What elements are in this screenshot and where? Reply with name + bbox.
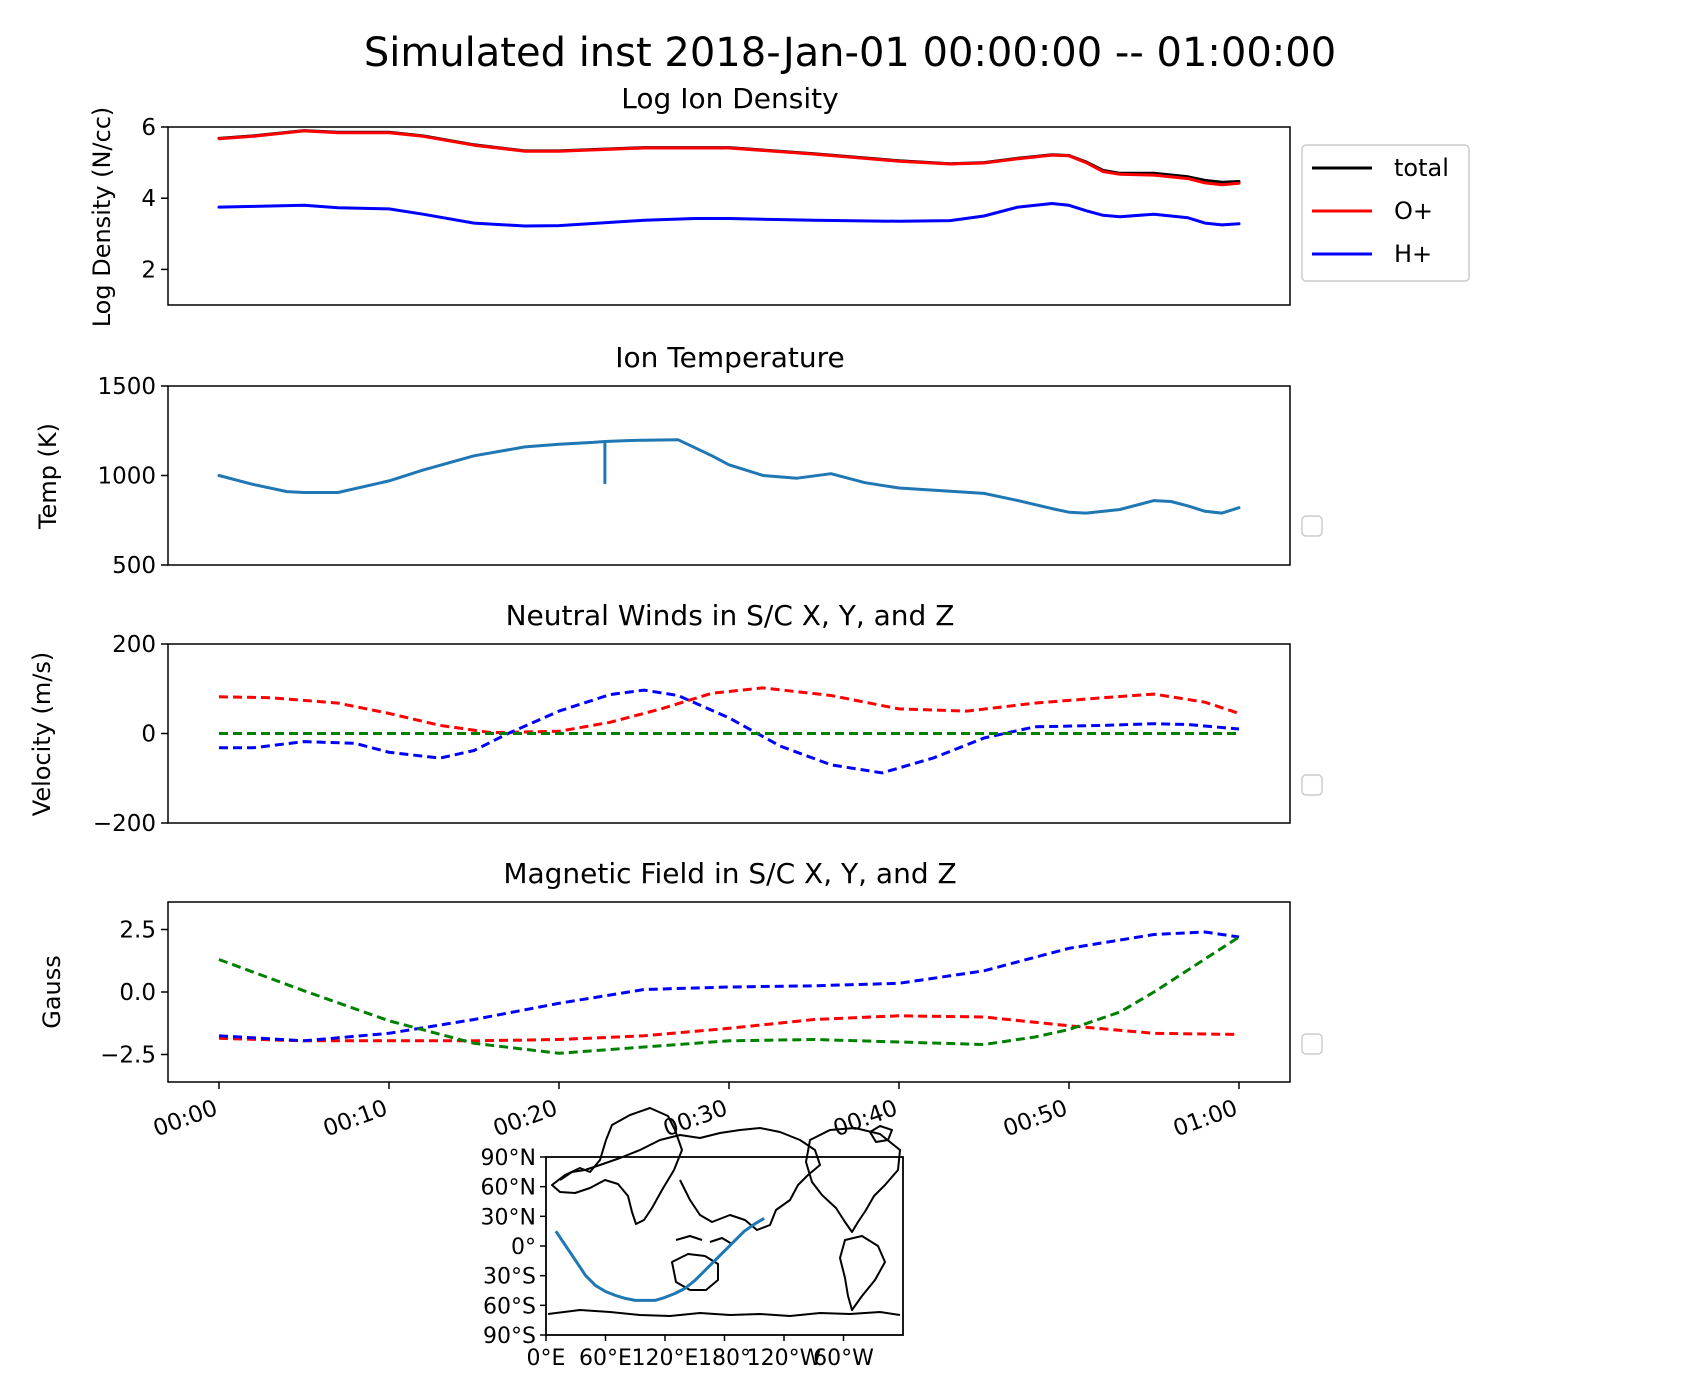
coastline-antarctica — [547, 1309, 901, 1317]
coastline-north-america — [805, 1127, 901, 1233]
winds-series-0 — [218, 686, 1240, 735]
map-lon-label: 60°E — [579, 1346, 632, 1371]
map-lon-label: 0°E — [527, 1346, 566, 1371]
density-series-1 — [217, 129, 1241, 187]
map-lat-label: 30°S — [483, 1265, 536, 1290]
map-lat-label: 90°S — [483, 1324, 536, 1349]
winds-empty-legend — [1301, 774, 1323, 796]
coastline-indonesia — [675, 1235, 733, 1245]
magnetic-series-2 — [218, 935, 1240, 1055]
time-tick-label: 00:00 — [150, 1095, 221, 1142]
density-ylabel: Log Density (N/cc) — [88, 107, 116, 328]
magnetic-empty-legend — [1301, 1033, 1323, 1055]
coastline-greenland — [869, 1125, 893, 1143]
magnetic-ylabel: Gauss — [38, 955, 66, 1029]
density-ytick-label: 4 — [141, 186, 156, 212]
density-ytick-label: 2 — [141, 257, 156, 283]
temperature-panel: Ion Temperature Temp (K) 500 1000 1500 — [34, 341, 1323, 579]
time-axis-ticks: 00:00 00:10 00:20 00:30 00:40 00:50 01:00 — [150, 1082, 1241, 1142]
winds-yticks: −200 0 200 — [93, 632, 168, 837]
density-panel: Log Ion Density Log Density (N/cc) 2 4 6 t… — [88, 82, 1470, 328]
temperature-ytick-label: 1000 — [97, 464, 156, 490]
density-yticks: 2 4 6 — [141, 115, 168, 283]
map-lat-label: 30°N — [481, 1205, 536, 1230]
map-lon-label: 60°W — [813, 1346, 874, 1371]
winds-panel: Neutral Winds in S/C X, Y, and Z Velocit… — [28, 599, 1323, 837]
density-series-2 — [217, 202, 1241, 228]
map-lat-label: 0° — [511, 1235, 536, 1260]
map-lat-label: 60°S — [483, 1294, 536, 1319]
temperature-ytick-label: 1500 — [97, 374, 156, 400]
coastline-europe-africa — [551, 1107, 683, 1225]
temperature-lines — [217, 438, 1241, 515]
map-lon-label: 180° — [698, 1346, 751, 1371]
legend-total-label: total — [1394, 154, 1449, 182]
density-axes — [167, 126, 1291, 306]
temperature-ylabel: Temp (K) — [34, 423, 62, 530]
legend-frame — [1301, 144, 1470, 282]
magnetic-ytick-label: 0.0 — [119, 980, 156, 1006]
map-lon-label: 120°E — [632, 1346, 699, 1371]
magnetic-panel: Magnetic Field in S/C X, Y, and Z Gauss … — [38, 857, 1323, 1083]
magnetic-series-1 — [218, 930, 1240, 1043]
legend-hplus-label: H+ — [1394, 240, 1432, 268]
map-lat-label: 90°N — [481, 1146, 536, 1171]
density-lines — [217, 129, 1241, 228]
winds-series-1 — [219, 688, 1240, 775]
density-title: Log Ion Density — [621, 82, 838, 115]
temperature-ytick-label: 500 — [112, 553, 156, 579]
time-tick-label: 00:10 — [320, 1095, 391, 1142]
figure-title: Simulated inst 2018-Jan-01 00:00:00 -- 0… — [364, 30, 1336, 76]
coastline-south-america — [839, 1235, 886, 1311]
magnetic-lines — [218, 930, 1240, 1055]
density-legend: total O+ H+ — [1301, 144, 1470, 282]
density-series-0 — [217, 129, 1241, 184]
legend-oplus-label: O+ — [1394, 197, 1433, 225]
winds-ytick-label: 0 — [141, 722, 156, 748]
map-lon-label: 120°W — [747, 1346, 822, 1371]
magnetic-series-0 — [218, 1014, 1240, 1043]
track-line — [554, 1217, 765, 1302]
time-tick-label: 00:20 — [490, 1095, 561, 1142]
magnetic-yticks: −2.5 0.0 2.5 — [100, 918, 168, 1069]
density-ytick-label: 6 — [141, 115, 156, 141]
time-tick-label: 01:00 — [1170, 1095, 1241, 1142]
temperature-empty-legend — [1301, 515, 1323, 537]
satellite-track — [554, 1217, 765, 1302]
time-tick-label: 00:50 — [1000, 1095, 1071, 1142]
winds-axes — [167, 643, 1291, 824]
magnetic-title: Magnetic Field in S/C X, Y, and Z — [503, 857, 956, 890]
ground-track-map: 90°N 60°N 30°N 0° 30°S 60°S 90°S0°E 60°E 120°E 18… — [481, 1107, 904, 1371]
coastlines — [547, 1107, 901, 1317]
magnetic-ytick-label: −2.5 — [100, 1043, 156, 1069]
temperature-axes — [167, 385, 1291, 566]
winds-ylabel: Velocity (m/s) — [28, 652, 56, 816]
winds-title: Neutral Winds in S/C X, Y, and Z — [506, 599, 955, 632]
temperature-series-0 — [217, 438, 1241, 515]
temperature-yticks: 500 1000 1500 — [97, 374, 168, 579]
winds-ytick-label: 200 — [112, 632, 156, 658]
magnetic-ytick-label: 2.5 — [119, 918, 156, 944]
time-tick-label: 00:30 — [660, 1095, 731, 1142]
magnetic-axes — [167, 901, 1291, 1083]
map-lat-label: 60°N — [481, 1176, 536, 1201]
coastline-eurasia — [559, 1127, 821, 1231]
coastline-australia — [671, 1253, 719, 1291]
temperature-title: Ion Temperature — [615, 341, 844, 374]
winds-ytick-label: −200 — [93, 811, 156, 837]
winds-lines — [218, 686, 1240, 775]
map-ticks: 90°N 60°N 30°N 0° 30°S 60°S 90°S0°E 60°E 120°E 18… — [481, 1146, 875, 1371]
